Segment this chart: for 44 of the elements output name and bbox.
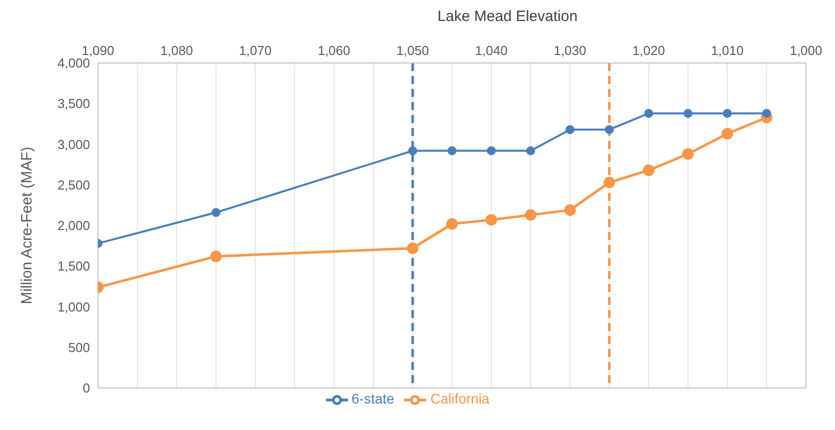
x-tick-label: 1,000 (790, 43, 822, 58)
point (684, 108, 692, 118)
point (682, 148, 694, 160)
point (486, 146, 496, 156)
x-tick-label: 1,060 (318, 43, 350, 58)
y-tick-label: 1,000 (57, 299, 90, 314)
y-tick-label: 2,000 (57, 218, 90, 234)
point (406, 242, 418, 254)
point (524, 209, 536, 221)
point (210, 250, 222, 262)
point (604, 125, 614, 134)
x-tick-label: 1,030 (554, 43, 586, 58)
y-tick-label: 3,500 (57, 96, 90, 112)
point (644, 108, 654, 118)
y-tick-label: 0 (82, 380, 90, 396)
point (446, 218, 458, 230)
y-tick-label: 3,000 (57, 136, 90, 152)
point (604, 176, 616, 188)
point (566, 125, 574, 134)
y-tick-label: 4,000 (57, 56, 90, 71)
x-tick-label: 1,020 (632, 43, 665, 58)
x-axis-title: Lake Mead Elevation (436, 8, 579, 27)
point (762, 108, 772, 118)
legend-label: 6-state (352, 390, 394, 407)
x-tick-label: 1,050 (396, 43, 429, 58)
point (486, 214, 498, 226)
point (642, 164, 654, 176)
x-tick-label: 1,070 (239, 43, 272, 58)
point (448, 146, 456, 156)
point (526, 146, 536, 156)
x-tick-label: 1,090 (82, 43, 114, 58)
point (564, 204, 576, 216)
x-tick-label: 1,040 (475, 43, 508, 58)
y-axis-title: Million Acre-Feet (MAF) (18, 146, 36, 304)
y-tick-label: 1,500 (57, 258, 90, 274)
point (722, 108, 732, 118)
x-tick-label: 1,010 (711, 43, 744, 58)
point (722, 128, 734, 140)
y-tick-label: 500 (68, 340, 90, 355)
point (212, 208, 220, 217)
point (408, 146, 418, 156)
y-tick-label: 2,500 (57, 177, 90, 192)
x-tick-label: 1,080 (160, 43, 193, 58)
legend-label: California (430, 390, 490, 407)
